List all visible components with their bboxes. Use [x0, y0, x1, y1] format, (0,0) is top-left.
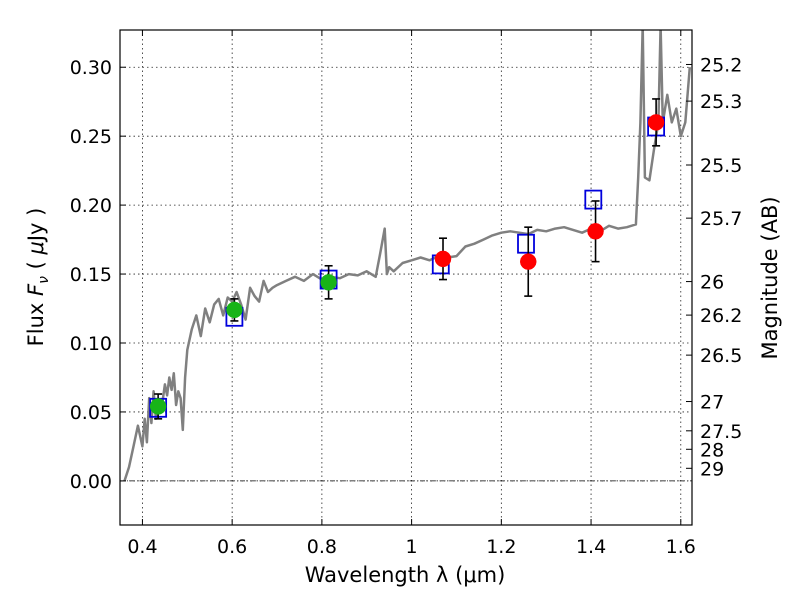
- y2-tick-label: 27.5: [700, 421, 742, 443]
- photometry-point: [149, 398, 167, 415]
- y-axis-label: Flux Fν ( μJy ): [24, 208, 52, 347]
- y2-tick-label: 26: [700, 272, 724, 294]
- x-tick-label: 0.8: [307, 536, 337, 558]
- y2-tick-label: 26.5: [700, 345, 742, 367]
- x-tick-label: 1: [406, 536, 418, 558]
- x-tick-label: 0.4: [127, 536, 157, 558]
- y2-tick-label: 28: [700, 439, 724, 461]
- grid: [120, 30, 692, 525]
- photometry-point: [320, 274, 337, 291]
- y2-tick-label: 25.2: [700, 54, 742, 76]
- y2-tick-label: 25.5: [700, 155, 742, 177]
- x-tick-label: 0.6: [217, 536, 247, 558]
- spectrum-line: [123, 30, 692, 482]
- y-tick-label: 0.05: [70, 402, 112, 424]
- y-tick-label: 0.20: [70, 195, 112, 217]
- y-tick-label: 0.10: [70, 333, 112, 355]
- photometry-markers: [149, 98, 666, 420]
- x-tick-label: 1.2: [486, 536, 516, 558]
- plot-frame: [119, 29, 693, 526]
- y-tick-label: 0.00: [70, 471, 112, 493]
- y2-axis-label: Magnitude (AB): [758, 196, 782, 359]
- x-axis-label: Wavelength λ (μm): [305, 563, 506, 587]
- x-tick-label: 1.6: [666, 536, 696, 558]
- y2-tick-label: 25.3: [700, 91, 742, 113]
- photometry-point: [226, 301, 243, 319]
- y2-tick-label: 29: [700, 458, 724, 480]
- x-tick-label: 1.4: [576, 536, 606, 558]
- model-spectrum: [123, 30, 692, 482]
- y-tick-label: 0.25: [70, 126, 112, 148]
- y2-tick-label: 25.7: [700, 208, 742, 230]
- y-tick-label: 0.30: [70, 57, 112, 79]
- photometry-point: [434, 250, 452, 268]
- y-tick-label: 0.15: [70, 264, 112, 286]
- photometry-point: [587, 223, 604, 240]
- photometry-point: [647, 114, 665, 131]
- axis-ticks: 0.4 0.6 0.8 1 1.2 1.4 1.6 0.00 0.05 0.10 0.15 0.20 0…: [70, 30, 742, 558]
- y2-tick-label: 27: [700, 392, 724, 414]
- model-square-point: [584, 189, 603, 210]
- photometry-point: [520, 253, 537, 270]
- y2-tick-label: 26.2: [700, 305, 742, 327]
- model-square-point: [517, 233, 535, 254]
